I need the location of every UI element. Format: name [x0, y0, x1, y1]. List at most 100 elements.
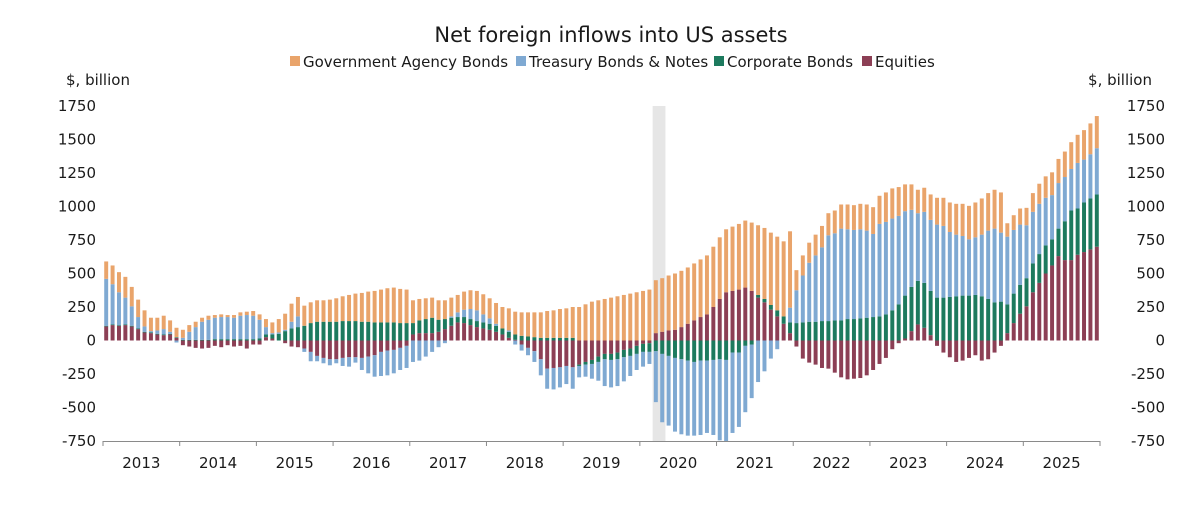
bar-segment-equities — [979, 340, 984, 361]
bar-segment-corporate-bonds — [200, 339, 205, 341]
bar-segment-equities — [251, 340, 256, 345]
bar-segment-government-agency-bonds — [455, 294, 460, 313]
bar-segment-government-agency-bonds — [647, 289, 652, 341]
bar-segment-government-agency-bonds — [602, 298, 607, 341]
bar-segment-corporate-bonds — [871, 317, 876, 341]
bar-segment-treasury-bonds-and-notes — [704, 360, 709, 433]
bar-segment-government-agency-bonds — [807, 242, 812, 263]
bar-segment-government-agency-bonds — [225, 315, 230, 318]
bar-segment-corporate-bonds — [775, 310, 780, 317]
bar-segment-corporate-bonds — [142, 331, 147, 333]
bar-segment-equities — [871, 340, 876, 370]
bar-segment-treasury-bonds-and-notes — [212, 317, 217, 340]
bar-segment-government-agency-bonds — [187, 325, 192, 332]
bar-segment-treasury-bonds-and-notes — [327, 359, 332, 366]
right-tick-label: 750 — [1136, 231, 1165, 249]
bar-segment-corporate-bonds — [724, 340, 729, 360]
bar-segment-treasury-bonds-and-notes — [634, 353, 639, 370]
bar-segment-government-agency-bonds — [883, 192, 888, 222]
bar-segment-government-agency-bonds — [979, 198, 984, 235]
bar-segment-treasury-bonds-and-notes — [717, 359, 722, 441]
bar-segment-treasury-bonds-and-notes — [660, 353, 665, 423]
bar-segment-government-agency-bonds — [1082, 130, 1087, 160]
bar-segment-corporate-bonds — [327, 321, 332, 341]
legend-label: Equities — [875, 53, 935, 71]
bar-segment-corporate-bonds — [538, 337, 543, 341]
bar-segment-treasury-bonds-and-notes — [1050, 195, 1055, 240]
bar-segment-treasury-bonds-and-notes — [545, 368, 550, 389]
bar-segment-corporate-bonds — [442, 319, 447, 330]
bar-segment-equities — [161, 335, 166, 341]
bar-segment-corporate-bonds — [660, 340, 665, 354]
bar-segment-government-agency-bonds — [1056, 158, 1061, 184]
bar-segment-treasury-bonds-and-notes — [832, 233, 837, 321]
bar-segment-corporate-bonds — [481, 322, 486, 329]
bar-segment-equities — [200, 340, 205, 349]
bar-segment-equities — [257, 340, 262, 345]
bar-segment-treasury-bonds-and-notes — [474, 310, 479, 322]
bar-segment-corporate-bonds — [679, 340, 684, 360]
legend-item-equities: Equities — [862, 53, 935, 71]
bars-layer — [104, 116, 1099, 441]
bar-segment-government-agency-bonds — [334, 298, 339, 322]
bar-segment-equities — [864, 340, 869, 376]
bar-segment-equities — [116, 325, 121, 341]
bar-segment-treasury-bonds-and-notes — [871, 233, 876, 318]
bar-segment-treasury-bonds-and-notes — [960, 235, 965, 296]
bar-segment-government-agency-bonds — [698, 259, 703, 318]
bar-segment-treasury-bonds-and-notes — [142, 326, 147, 332]
bar-segment-equities — [1094, 246, 1099, 341]
bar-segment-government-agency-bonds — [244, 311, 249, 316]
bar-segment-treasury-bonds-and-notes — [557, 367, 562, 388]
bar-segment-government-agency-bonds — [474, 290, 479, 311]
bar-segment-government-agency-bonds — [449, 297, 454, 317]
x-axis: 2013 2014 2015 2016 2017 2018 2019 2020 2021 2022… — [102, 441, 1101, 472]
bar-segment-corporate-bonds — [973, 294, 978, 341]
bar-segment-government-agency-bonds — [270, 322, 275, 334]
bar-segment-government-agency-bonds — [1030, 193, 1035, 212]
bar-segment-treasury-bonds-and-notes — [973, 237, 978, 295]
bar-segment-corporate-bonds — [832, 320, 837, 341]
bar-segment-treasury-bonds-and-notes — [1011, 229, 1016, 294]
left-tick-label: 1750 — [58, 97, 96, 115]
bar-segment-treasury-bonds-and-notes — [104, 278, 109, 326]
legend-item-corporate-bonds: Corporate Bonds — [714, 53, 853, 71]
bar-segment-treasury-bonds-and-notes — [315, 355, 320, 362]
bar-segment-treasury-bonds-and-notes — [193, 327, 198, 340]
bar-segment-corporate-bonds — [557, 337, 562, 341]
bar-segment-government-agency-bonds — [832, 210, 837, 234]
bar-segment-corporate-bonds — [379, 322, 383, 341]
bar-segment-corporate-bonds — [148, 332, 153, 334]
bar-segment-equities — [225, 340, 230, 346]
bar-segment-corporate-bonds — [404, 323, 409, 341]
bar-segment-equities — [468, 325, 473, 341]
bar-segment-corporate-bonds — [903, 295, 908, 339]
bar-segment-equities — [1018, 313, 1023, 341]
bar-segment-government-agency-bonds — [673, 273, 677, 330]
bar-segment-corporate-bonds — [123, 324, 128, 326]
bar-segment-treasury-bonds-and-notes — [206, 319, 211, 340]
bar-segment-equities — [621, 340, 626, 350]
bar-segment-corporate-bonds — [308, 323, 313, 341]
x-tick-label: 2015 — [276, 454, 314, 472]
bar-segment-corporate-bonds — [673, 340, 677, 358]
bar-segment-equities — [1082, 252, 1087, 341]
bar-segment-equities — [391, 340, 396, 350]
bar-segment-treasury-bonds-and-notes — [225, 317, 230, 340]
bar-segment-corporate-bonds — [1050, 239, 1055, 266]
bar-segment-corporate-bonds — [270, 334, 275, 339]
bar-segment-government-agency-bonds — [136, 299, 141, 318]
bar-segment-corporate-bonds — [315, 321, 320, 341]
bar-segment-government-agency-bonds — [909, 184, 914, 210]
bar-segment-government-agency-bonds — [839, 204, 844, 229]
bar-segment-corporate-bonds — [807, 321, 812, 341]
bar-segment-corporate-bonds — [583, 361, 588, 365]
bar-segment-treasury-bonds-and-notes — [1056, 183, 1061, 229]
bar-segment-corporate-bonds — [212, 339, 217, 341]
bar-segment-treasury-bonds-and-notes — [915, 213, 920, 281]
bar-segment-corporate-bonds — [820, 321, 824, 341]
bar-segment-treasury-bonds-and-notes — [219, 317, 224, 340]
bar-segment-government-agency-bonds — [800, 255, 805, 276]
bar-segment-treasury-bonds-and-notes — [1024, 225, 1029, 279]
bar-segment-government-agency-bonds — [762, 227, 767, 299]
